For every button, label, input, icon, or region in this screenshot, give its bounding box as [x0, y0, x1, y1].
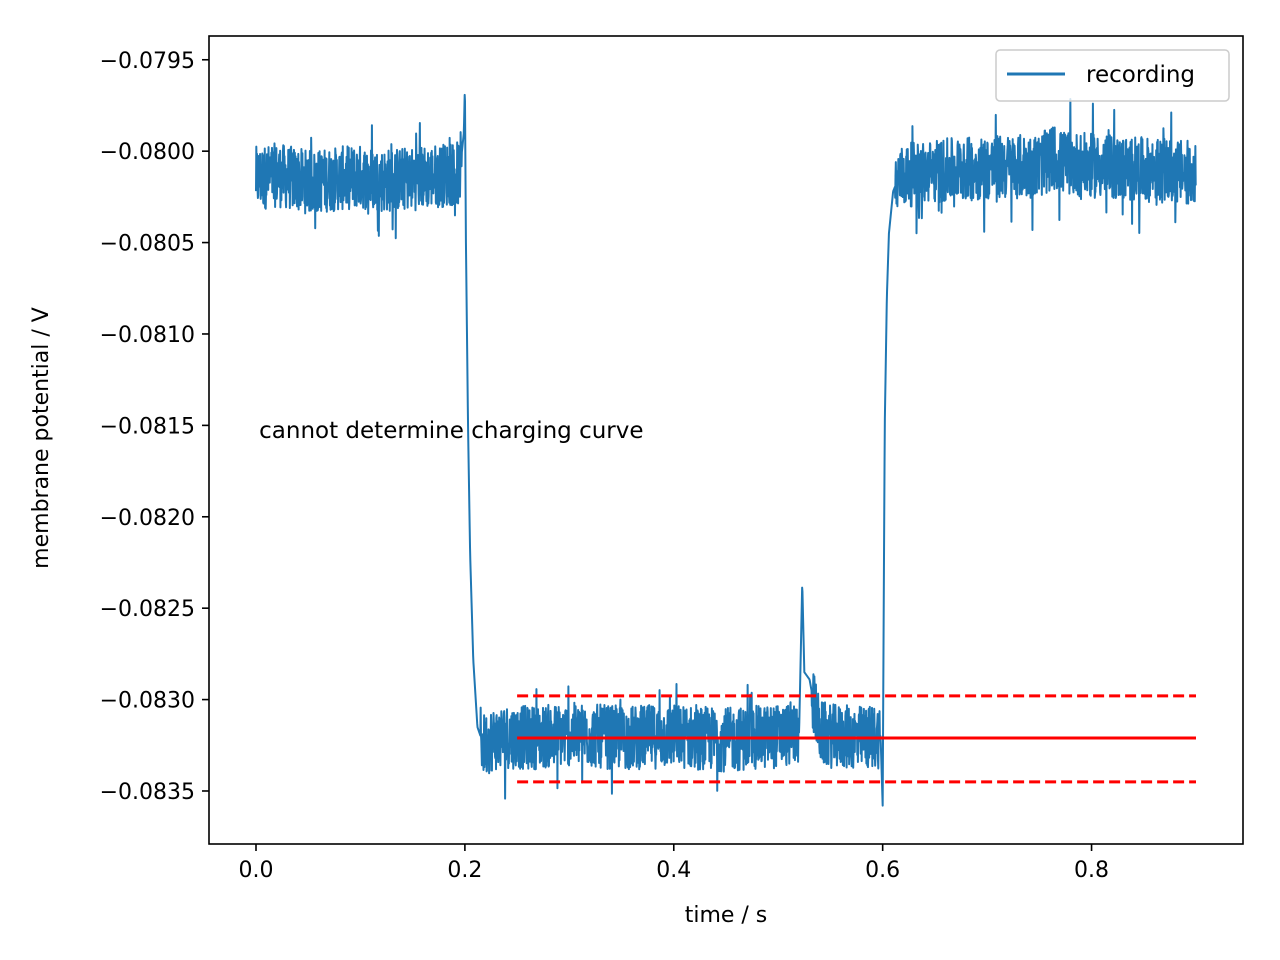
axes-frame	[208, 35, 1244, 845]
x-axis-label: time / s	[685, 903, 768, 928]
x-tick-label-0: 0.0	[239, 858, 274, 883]
series-recording-line	[255, 93, 1197, 807]
y-tick-label-8: −0.0835	[100, 780, 195, 805]
y-tick-label-7: −0.0830	[100, 689, 195, 714]
legend: recording	[995, 49, 1230, 102]
reference-lines	[517, 694, 1196, 784]
y-tick-label-1: −0.0800	[100, 140, 195, 165]
x-tick-label-2: 0.4	[656, 858, 691, 883]
series-layer	[255, 93, 1197, 807]
y-tick-label-4: −0.0815	[100, 414, 195, 439]
x-tick-label-3: 0.6	[865, 858, 900, 883]
y-tick-label-2: −0.0805	[100, 232, 195, 257]
plot-area	[255, 93, 1197, 807]
y-tick-label-0: −0.0795	[100, 49, 195, 74]
y-axis-ticks: −0.0795 −0.0800 −0.0805 −0.0810 −0.0815 −0.08…	[100, 49, 209, 805]
y-tick-label-5: −0.0820	[100, 506, 195, 531]
annotation-charging-curve: cannot determine charging curve	[259, 418, 643, 444]
x-tick-label-1: 0.2	[447, 858, 482, 883]
y-tick-label-6: −0.0825	[100, 597, 195, 622]
y-tick-label-3: −0.0810	[100, 323, 195, 348]
legend-box	[995, 49, 1230, 102]
x-tick-label-4: 0.8	[1074, 858, 1109, 883]
x-axis-ticks: 0.0 0.2 0.4 0.6 0.8	[239, 844, 1109, 883]
y-axis-label: membrane potential / V	[29, 307, 54, 569]
legend-label-recording: recording	[1086, 62, 1195, 88]
